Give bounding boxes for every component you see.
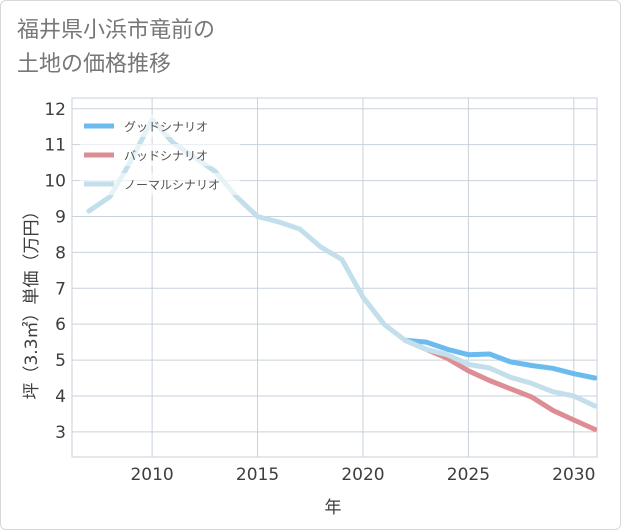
- x-tick-label: 2025: [447, 465, 490, 485]
- x-tick-label: 2020: [341, 465, 384, 485]
- legend-item-bg: [80, 144, 240, 166]
- y-tick-label: 9: [55, 207, 66, 227]
- series-line-3: [86, 117, 597, 409]
- y-tick-label: 7: [55, 279, 66, 299]
- y-tick-label: 3: [55, 423, 66, 443]
- series-lines: [86, 117, 597, 432]
- y-tick-label: 6: [55, 315, 66, 335]
- y-tick-label: 11: [44, 136, 66, 156]
- legend-item-bg: [80, 173, 240, 195]
- series-line-1: [402, 337, 597, 381]
- x-axis-title: 年: [325, 498, 342, 518]
- y-tick-label: 5: [55, 351, 66, 371]
- legend-label: グッドシナリオ: [124, 120, 208, 134]
- plot-area-border: [71, 97, 598, 458]
- chart-title: 福井県小浜市竜前の 土地の価格推移: [17, 18, 216, 77]
- y-tick-label: 12: [44, 100, 66, 120]
- x-tick-label: 2010: [130, 465, 173, 485]
- y-tick-label: 10: [44, 172, 66, 192]
- y-tick-label: 4: [55, 387, 66, 407]
- x-tick-label: 2030: [552, 465, 595, 485]
- legend-label: ノーマルシナリオ: [124, 178, 220, 192]
- tick-labels: 3 4 5 6 7 8 9 10 11 12 2010 2015 2020 2025 2030: [44, 100, 595, 485]
- legend-label: バッドシナリオ: [124, 149, 208, 163]
- y-axis-title: 坪（3.3㎡）単価（万円）: [22, 202, 42, 399]
- y-tick-label: 8: [55, 243, 66, 263]
- x-tick-label: 2015: [236, 465, 279, 485]
- legend-item-bg: [80, 115, 240, 137]
